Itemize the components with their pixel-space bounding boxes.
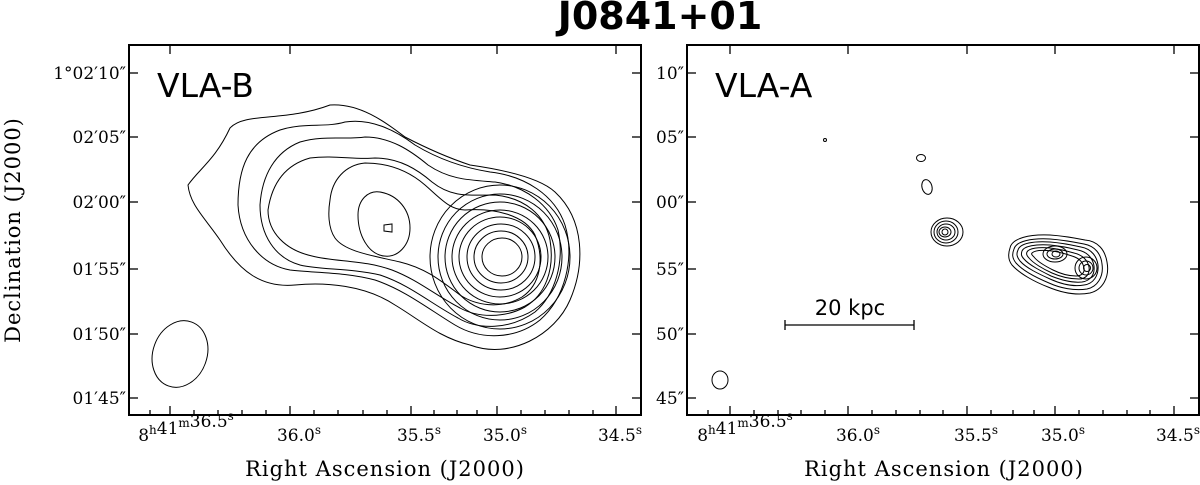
x-tick-label: 8h41m36.5s xyxy=(697,409,793,446)
x-tick-label: 8h41m36.5s xyxy=(138,409,234,446)
y-tick-label: 01′55″ xyxy=(73,260,126,280)
y-tick-label: 05″ xyxy=(656,128,684,148)
panel-label: VLA-B xyxy=(157,66,254,105)
y-tick-label: 00″ xyxy=(656,193,684,213)
y-axis-title: Declination (J2000) xyxy=(1,117,25,343)
x-ticks-left xyxy=(149,45,617,415)
panel-vla-b: 1°02′10″ 02′05″ 02′00″ 01′55″ 01′50″ 01′… xyxy=(1,44,642,481)
contours-vla-a xyxy=(823,138,1109,295)
scale-bar-label: 20 kpc xyxy=(815,296,885,320)
x-tick-label: 35.5s xyxy=(397,423,441,446)
scale-bar xyxy=(784,320,915,330)
panel-vla-a: 10″ 05″ 00″ 55″ 50″ 45″ 8h41m36.5s 36.0s… xyxy=(656,44,1200,481)
y-tick-label: 10″ xyxy=(656,64,684,84)
y-tick-label: 45″ xyxy=(656,389,684,409)
y-tick-label: 01′50″ xyxy=(73,325,126,345)
y-tick-label: 55″ xyxy=(656,260,684,280)
panel-label: VLA-A xyxy=(715,66,813,105)
y-ticks-left xyxy=(129,72,641,399)
x-tick-label: 34.5s xyxy=(1156,423,1200,446)
figure-title: J0841+01 xyxy=(555,0,763,38)
y-tick-label: 01′45″ xyxy=(73,389,126,409)
x-tick-label: 34.5s xyxy=(598,423,642,446)
x-ticks-right xyxy=(707,45,1175,415)
x-tick-label: 35.0s xyxy=(483,423,527,446)
y-tick-label: 02′05″ xyxy=(73,128,126,148)
y-tick-label: 1°02′10″ xyxy=(53,64,126,84)
x-axis-title: Right Ascension (J2000) xyxy=(245,457,525,481)
y-ticks-right xyxy=(687,72,1199,399)
x-tick-label: 35.0s xyxy=(1041,423,1085,446)
y-tick-label: 50″ xyxy=(656,325,684,345)
beam-ellipse xyxy=(711,370,729,390)
y-tick-label: 02′00″ xyxy=(73,193,126,213)
beam-ellipse xyxy=(151,320,209,388)
x-tick-label: 36.0s xyxy=(836,423,880,446)
plot-frame-left xyxy=(128,44,642,416)
x-tick-label: 36.0s xyxy=(277,423,321,446)
contours-vla-b xyxy=(187,104,581,350)
x-axis-title: Right Ascension (J2000) xyxy=(804,457,1084,481)
x-tick-label: 35.5s xyxy=(954,423,998,446)
